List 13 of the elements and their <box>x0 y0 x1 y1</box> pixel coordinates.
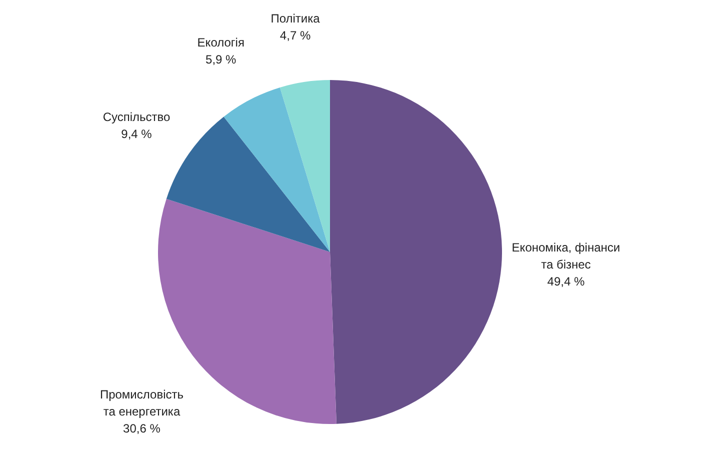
pie-slice <box>330 80 502 424</box>
slice-label: Економіка, фінанси та бізнес <box>512 240 620 272</box>
slice-label: Промисловість та енергетика <box>100 387 184 418</box>
data-label: 5,9 % <box>206 52 237 67</box>
data-label: 49,4 % <box>547 274 585 289</box>
data-label: 30,6 % <box>123 421 161 436</box>
data-label: 9,4 % <box>121 126 152 141</box>
data-label: 4,7 % <box>280 28 311 43</box>
pie-slice <box>224 87 330 252</box>
slice-label: Політика <box>270 12 320 26</box>
slice-label: Екологія <box>197 36 244 50</box>
pie-slice <box>280 80 330 252</box>
slice-label: Суспільство <box>102 110 170 124</box>
